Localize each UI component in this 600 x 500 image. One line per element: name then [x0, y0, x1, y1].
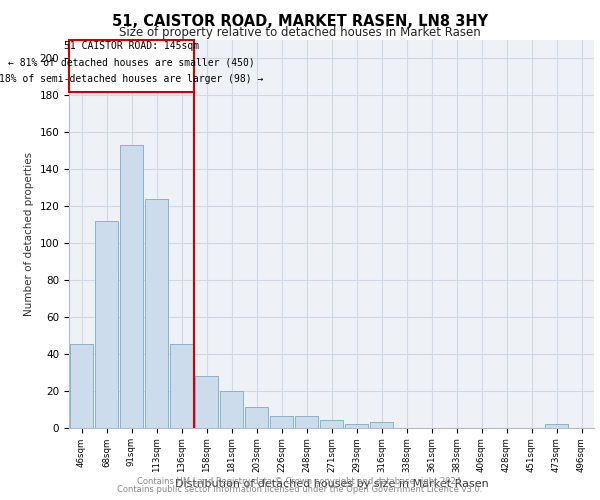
Y-axis label: Number of detached properties: Number of detached properties [24, 152, 34, 316]
Bar [145, 198, 169, 428]
Bar [194, 376, 218, 428]
Bar [545, 424, 568, 428]
Text: Contains public sector information licensed under the Open Government Licence v3: Contains public sector information licen… [118, 485, 482, 494]
Bar [370, 422, 394, 428]
Text: Size of property relative to detached houses in Market Rasen: Size of property relative to detached ho… [119, 26, 481, 39]
Bar [245, 407, 268, 428]
Bar [95, 221, 118, 428]
Text: 18% of semi-detached houses are larger (98) →: 18% of semi-detached houses are larger (… [0, 74, 263, 84]
Bar [220, 390, 244, 428]
Bar [170, 344, 193, 428]
Text: Contains HM Land Registry data © Crown copyright and database right 2024.: Contains HM Land Registry data © Crown c… [137, 477, 463, 486]
Text: ← 81% of detached houses are smaller (450): ← 81% of detached houses are smaller (45… [8, 57, 255, 67]
Text: 51 CAISTOR ROAD: 145sqm: 51 CAISTOR ROAD: 145sqm [64, 40, 199, 50]
Text: 51, CAISTOR ROAD, MARKET RASEN, LN8 3HY: 51, CAISTOR ROAD, MARKET RASEN, LN8 3HY [112, 14, 488, 29]
Bar [320, 420, 343, 428]
Bar [70, 344, 94, 428]
Bar [269, 416, 293, 428]
Bar [295, 416, 319, 428]
X-axis label: Distribution of detached houses by size in Market Rasen: Distribution of detached houses by size … [175, 479, 488, 489]
Bar [344, 424, 368, 428]
Bar [119, 145, 143, 428]
Bar [69, 40, 194, 92]
